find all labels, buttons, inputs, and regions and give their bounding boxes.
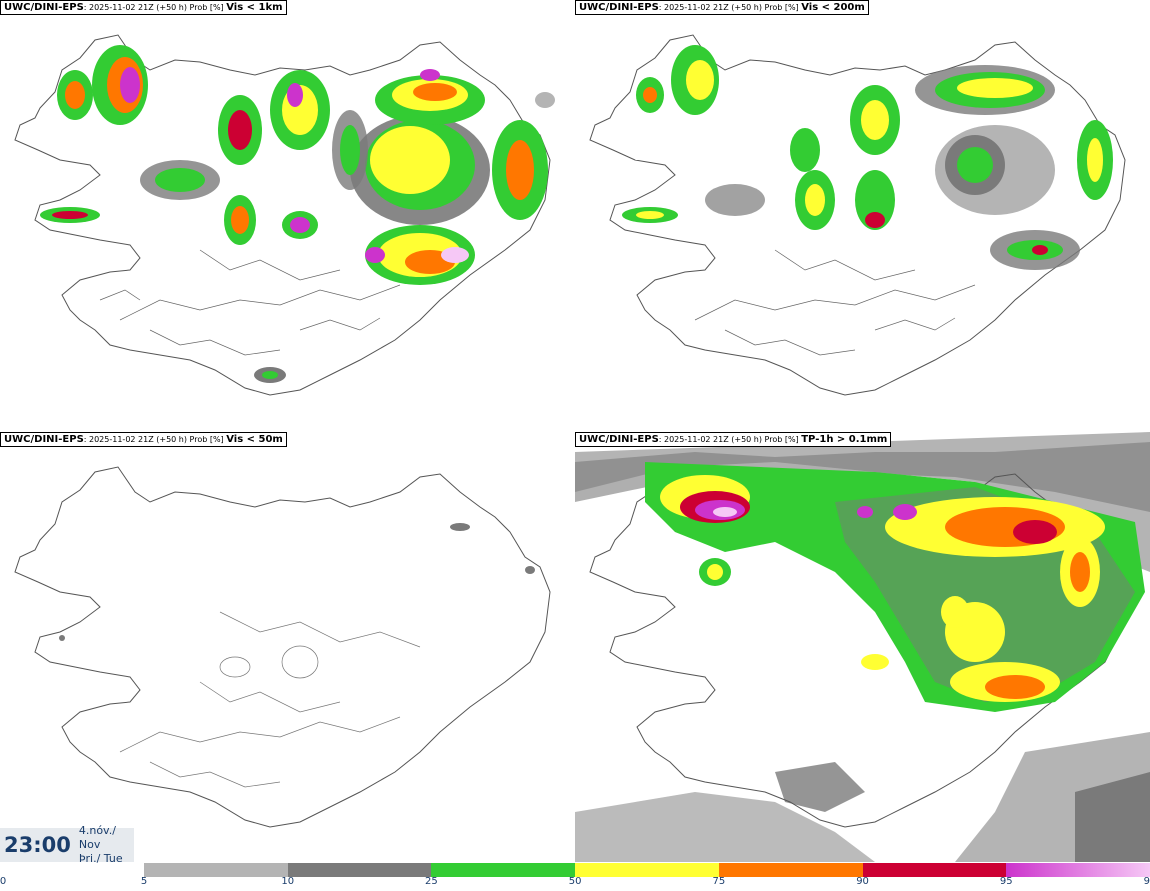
colorbar-segment bbox=[718, 863, 863, 877]
panel-title: UWC/DINI-EPS: 2025-11-02 21Z (+50 h) Pro… bbox=[575, 432, 892, 447]
model-name: UWC/DINI-EPS bbox=[4, 2, 84, 13]
colorbar-tick-label: 50 bbox=[568, 876, 582, 887]
colorbar-tick-label: 10 bbox=[281, 876, 295, 887]
threshold-label: Vis < 50m bbox=[226, 434, 283, 445]
run-info: : 2025-11-02 21Z (+50 h) Prob [%] bbox=[658, 3, 802, 12]
iceland-map-vis-200m bbox=[589, 34, 1126, 396]
map-panel-vis-200m: UWC/DINI-EPS: 2025-11-02 21Z (+50 h) Pro… bbox=[575, 0, 1150, 430]
colorbar-tick-label: 5 bbox=[140, 876, 148, 887]
valid-time-box: 23:00 4.nóv./ Nov Þri./ Tue bbox=[0, 824, 134, 865]
panel-title: UWC/DINI-EPS: 2025-11-02 21Z (+50 h) Pro… bbox=[0, 0, 287, 15]
valid-time-clock: 23:00 bbox=[4, 833, 71, 857]
probability-field bbox=[59, 523, 535, 641]
threshold-label: Vis < 1km bbox=[226, 2, 283, 13]
valid-day-line: Þri./ Tue bbox=[78, 852, 123, 865]
iceland-map-precip bbox=[575, 432, 1150, 862]
map-panel-precip: UWC/DINI-EPS: 2025-11-02 21Z (+50 h) Pro… bbox=[575, 432, 1150, 862]
colorbar-segment bbox=[431, 863, 576, 877]
threshold-label: TP-1h > 0.1mm bbox=[801, 434, 888, 445]
map-panel-vis-1km: UWC/DINI-EPS: 2025-11-02 21Z (+50 h) Pro… bbox=[0, 0, 575, 430]
threshold-label: Vis < 200m bbox=[801, 2, 865, 13]
model-name: UWC/DINI-EPS bbox=[579, 434, 659, 445]
valid-date: 4.nóv./ Nov Þri./ Tue bbox=[79, 824, 134, 866]
probability-field bbox=[622, 45, 1113, 270]
iceland-map-vis-50m bbox=[14, 466, 551, 828]
colorbar-segment bbox=[287, 863, 432, 877]
run-info: : 2025-11-02 21Z (+50 h) Prob [%] bbox=[83, 3, 227, 12]
panel-title: UWC/DINI-EPS: 2025-11-02 21Z (+50 h) Pro… bbox=[575, 0, 869, 15]
model-name: UWC/DINI-EPS bbox=[579, 2, 659, 13]
model-name: UWC/DINI-EPS bbox=[4, 434, 84, 445]
run-info: : 2025-11-02 21Z (+50 h) Prob [%] bbox=[658, 435, 802, 444]
panel-title: UWC/DINI-EPS: 2025-11-02 21Z (+50 h) Pro… bbox=[0, 432, 287, 447]
colorbar-segment bbox=[144, 863, 288, 877]
colorbar-segment bbox=[1006, 863, 1150, 877]
probability-colorbar bbox=[144, 863, 1150, 877]
valid-date-line: 4.nóv./ Nov bbox=[78, 824, 116, 851]
probability-field bbox=[40, 45, 555, 383]
colorbar-tick-label: 25 bbox=[425, 876, 438, 887]
colorbar-tick-label: 75 bbox=[712, 876, 726, 887]
colorbar-segment bbox=[575, 863, 719, 877]
colorbar-tick-label: 0 bbox=[0, 876, 7, 887]
iceland-map-vis-1km bbox=[14, 34, 555, 396]
run-info: : 2025-11-02 21Z (+50 h) Prob [%] bbox=[83, 435, 227, 444]
map-panel-vis-50m: UWC/DINI-EPS: 2025-11-02 21Z (+50 h) Pro… bbox=[0, 432, 575, 862]
colorbar-tick-label: 90 bbox=[856, 876, 869, 887]
colorbar-tick-label: 99 bbox=[1143, 876, 1150, 887]
colorbar-tick-label: 95 bbox=[999, 876, 1013, 887]
colorbar-segment bbox=[862, 863, 1007, 877]
probability-field bbox=[645, 462, 1145, 712]
